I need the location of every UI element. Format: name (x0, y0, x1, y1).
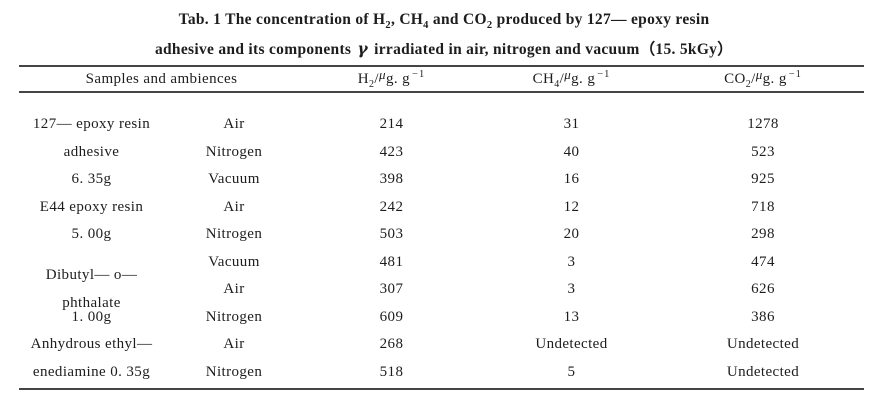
cell-sample: 127— epoxy resin (32, 116, 151, 132)
gas-formula: CH (532, 70, 555, 87)
cell-co2-value: Undetected (726, 363, 800, 380)
cell-ambience: Nitrogen (205, 363, 263, 380)
subscript: 2 (369, 78, 375, 90)
cell-h2-value: 609 (379, 308, 404, 325)
cell-co2-value: 1278 (747, 116, 779, 132)
table-row: Anhydrous ethyl— Air 268 Undetected Unde… (19, 331, 864, 359)
caption-text-segment: adhesive and its components (154, 41, 356, 58)
slash: / (559, 70, 565, 87)
cell-ch4-value: 20 (563, 226, 580, 242)
unit-text: g. g (385, 70, 411, 87)
cell-co2-value: 718 (751, 198, 775, 215)
cell-co2-value: 386 (751, 308, 775, 325)
cell-ch4-value: 5 (567, 363, 576, 380)
cell-ch4-value: 13 (563, 308, 580, 325)
subscript: 2 (486, 20, 493, 32)
cell-h2-value: 518 (379, 363, 404, 380)
exponent: −1 (597, 68, 611, 80)
caption-text-segment: and CO (428, 11, 487, 28)
cell-co2-value: 474 (751, 253, 775, 270)
cell-ch4-value: 3 (567, 253, 576, 270)
cell-sample: enediamine 0. 35g (32, 363, 151, 380)
caption-text-segment: produced by 127— epoxy resin (492, 11, 710, 28)
cell-h2-value: 398 (379, 171, 404, 187)
cell-sample: E44 epoxy resin (39, 198, 144, 215)
exponent: −1 (412, 68, 426, 80)
header-ch4-column: CH4/μg. g −1 (479, 67, 664, 90)
table-row: 127— epoxy resin Air 214 31 1278 (19, 111, 864, 139)
cell-ambience: Vacuum (208, 171, 260, 187)
cell-ch4-value: 40 (563, 143, 580, 160)
cell-ch4-value: 16 (563, 171, 580, 187)
header-co2-column: CO2/μg. g −1 (664, 67, 862, 90)
cell-sample: Dibutyl— o— phthalate (45, 267, 138, 311)
gamma-symbol: γ (357, 39, 368, 58)
gas-formula: H (357, 70, 370, 87)
cell-ambience: Air (223, 336, 245, 352)
table-row: enediamine 0. 35g Nitrogen 518 5 Undetec… (19, 359, 864, 387)
data-table: Samples and ambiences H2/μg. g −1 CH4/μg.… (19, 65, 864, 390)
table-row: Dibutyl— o— phthalate Air 307 3 626 (19, 267, 864, 311)
mu-symbol: μ (755, 67, 763, 82)
cell-sample: adhesive (63, 143, 120, 160)
caption-line-1: Tab. 1 The concentration of H2, CH4 and … (0, 5, 888, 34)
table-row: E44 epoxy resin Air 242 12 718 (19, 194, 864, 222)
cell-ambience: Air (223, 281, 245, 297)
table-row: 1. 00g Nitrogen 609 13 386 (19, 304, 864, 332)
table-row: adhesive Nitrogen 423 40 523 (19, 139, 864, 167)
caption-text-segment: , CH (390, 11, 424, 28)
cell-co2-value: Undetected (726, 336, 800, 352)
cell-sample: 6. 35g (71, 171, 112, 187)
cell-co2-value: 626 (751, 281, 775, 297)
cell-ch4-value: 12 (563, 198, 580, 215)
cell-ambience: Nitrogen (205, 308, 263, 325)
unit-text: g. g (571, 70, 596, 87)
cell-h2-value: 423 (379, 143, 404, 160)
cell-ambience: Nitrogen (205, 143, 263, 160)
mu-symbol: μ (564, 67, 572, 82)
slash: / (751, 70, 756, 87)
cell-ch4-value: 31 (563, 116, 580, 132)
table-caption: Tab. 1 The concentration of H2, CH4 and … (0, 5, 888, 64)
cell-co2-value: 298 (751, 226, 775, 242)
cell-sample: 5. 00g (71, 226, 112, 242)
cell-h2-value: 268 (379, 336, 404, 352)
cell-h2-value: 503 (379, 226, 404, 242)
cell-ambience: Vacuum (208, 253, 260, 270)
header-samples-ambiences: Samples and ambiences (85, 70, 238, 87)
table-row: 6. 35g Vacuum 398 16 925 (19, 166, 864, 194)
cell-h2-value: 242 (379, 198, 404, 215)
subscript: 2 (745, 78, 752, 90)
cell-ch4-value: Undetected (535, 336, 608, 352)
cell-ambience: Air (223, 198, 245, 215)
header-h2-column: H2/μg. g −1 (304, 67, 479, 90)
subscript: 2 (385, 20, 391, 32)
unit-text: g. g (762, 70, 787, 87)
cell-ambience: Nitrogen (205, 226, 263, 242)
subscript: 4 (423, 20, 429, 32)
cell-co2-value: 925 (751, 171, 775, 187)
mu-symbol: μ (379, 67, 386, 82)
gas-formula: CO (724, 70, 746, 87)
cell-co2-value: 523 (751, 143, 775, 160)
cell-h2-value: 481 (379, 253, 404, 270)
slash: / (374, 70, 379, 87)
cell-h2-value: 214 (379, 116, 404, 132)
caption-line-2: adhesive and its components γ irradiated… (0, 34, 888, 64)
caption-text-segment: irradiated in air, nitrogen and vacuum（1… (369, 41, 734, 58)
caption-text-segment: Tab. 1 The concentration of H (178, 11, 386, 28)
exponent: −1 (788, 68, 802, 80)
cell-sample: Anhydrous ethyl— (30, 336, 153, 352)
table-header-row: Samples and ambiences H2/μg. g −1 CH4/μg.… (19, 67, 864, 93)
table-body: 127— epoxy resin Air 214 31 1278 adhesiv… (19, 93, 864, 388)
table-row: Vacuum 481 3 474 (19, 249, 864, 277)
cell-ch4-value: 3 (567, 281, 576, 297)
cell-h2-value: 307 (379, 281, 404, 297)
cell-sample: 1. 00g (71, 308, 112, 325)
cell-ambience: Air (223, 116, 245, 132)
subscript: 4 (554, 78, 560, 90)
table-row: 5. 00g Nitrogen 503 20 298 (19, 221, 864, 249)
